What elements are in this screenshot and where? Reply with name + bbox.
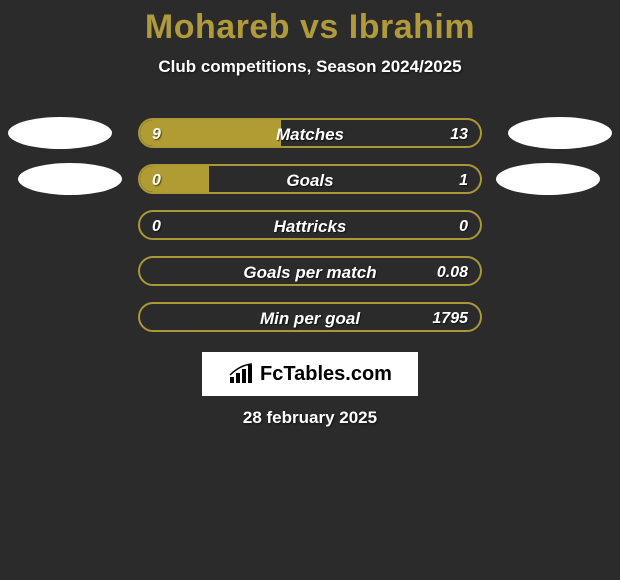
stat-bar: 01Goals (138, 164, 482, 194)
stat-row: 0.08Goals per match (0, 256, 620, 286)
comparison-card: Mohareb vs Ibrahim Club competitions, Se… (0, 0, 620, 580)
stat-label: Min per goal (140, 304, 480, 332)
stat-value-right: 13 (450, 120, 468, 148)
stat-row: 913Matches (0, 118, 620, 148)
stat-value-right: 0 (459, 212, 468, 240)
stat-fill-left (140, 120, 281, 146)
stat-value-left: 0 (152, 166, 161, 194)
stat-row: 0 0Hattricks (0, 210, 620, 240)
team-badge-right (508, 117, 612, 149)
stat-value-right: 0.08 (437, 258, 468, 286)
stat-value-left: 9 (152, 120, 161, 148)
footer-date: 28 february 2025 (0, 408, 620, 428)
chart-icon (228, 363, 254, 385)
team-badge-right (496, 163, 600, 195)
stat-fill-left (140, 166, 209, 192)
stat-bar: 0.08Goals per match (138, 256, 482, 286)
stat-value-left: 0 (152, 212, 161, 240)
stat-bar: 0 0Hattricks (138, 210, 482, 240)
stat-bar: 913Matches (138, 118, 482, 148)
stat-label: Hattricks (140, 212, 480, 240)
stat-bar: 1795Min per goal (138, 302, 482, 332)
stat-rows: 913Matches01Goals00Hattricks0.08Goals pe… (0, 118, 620, 348)
stat-value-right: 1 (459, 166, 468, 194)
stat-value-right: 1795 (432, 304, 468, 332)
site-name: FcTables.com (260, 363, 392, 386)
team-badge-left (8, 117, 112, 149)
site-logo: FcTables.com (202, 352, 418, 396)
stat-row: 01Goals (0, 164, 620, 194)
page-title: Mohareb vs Ibrahim (0, 0, 620, 47)
stat-label: Goals per match (140, 258, 480, 286)
page-subtitle: Club competitions, Season 2024/2025 (0, 57, 620, 77)
team-badge-left (18, 163, 122, 195)
stat-row: 1795Min per goal (0, 302, 620, 332)
